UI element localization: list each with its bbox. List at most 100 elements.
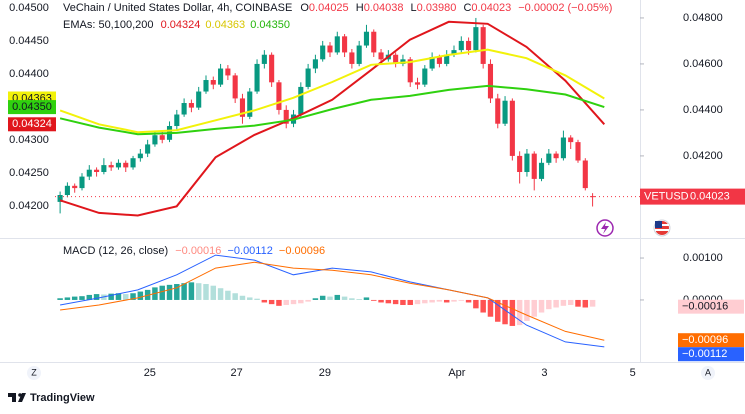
icon-bolt[interactable] [601, 222, 609, 234]
candle-body [196, 91, 202, 108]
ema-value: 0.04363 [205, 19, 245, 31]
candle-body [181, 103, 187, 115]
candle-body [327, 45, 333, 53]
candle-body [174, 114, 180, 127]
flag-stripe[interactable] [655, 229, 669, 231]
macd-histogram-bar [57, 298, 63, 300]
macd-histogram-bar [232, 293, 238, 300]
candle-body [466, 40, 472, 51]
ohlc-value: 0.03980 [417, 2, 457, 14]
candle-body [283, 109, 289, 124]
candle-body [356, 45, 362, 64]
macd-histogram-bar [465, 299, 472, 303]
candle-body [342, 36, 348, 53]
macd-histogram-bar [283, 299, 289, 305]
candle-body [145, 144, 151, 154]
x-tick-label: 25 [144, 367, 156, 379]
icon-ring[interactable] [596, 219, 614, 237]
candle-body [64, 185, 70, 195]
macd-histogram-bar [86, 294, 93, 300]
x-tick-label: 3 [541, 367, 547, 379]
macd-histogram-bar [516, 299, 523, 326]
candle-body [86, 169, 92, 177]
macd-title: MACD (12, 26, close) [63, 245, 168, 257]
flag-canton[interactable] [655, 221, 662, 228]
macd-histogram-bar [538, 299, 545, 313]
macd-histogram-bar [137, 291, 144, 300]
ema-legend: EMAs: 50,100,200 [63, 19, 154, 31]
ema-label-box [8, 100, 56, 115]
macd-histogram-bar [392, 299, 399, 305]
auto-scale-button[interactable] [701, 366, 715, 380]
candle-body [115, 162, 122, 168]
symbol-title: VeChain / United States Dollar, 4h, COIN… [63, 2, 292, 14]
candle-body [531, 153, 537, 179]
macd-histogram-bar [327, 296, 333, 300]
macd-histogram-bar [79, 296, 85, 300]
x-tick-label: Apr [448, 367, 465, 379]
left-tick-label: 0.04200 [9, 200, 49, 212]
ohlc-key: H [356, 2, 364, 14]
header-row: VeChain / United States Dollar, 4h, COIN… [63, 2, 612, 14]
candle-body [480, 27, 486, 64]
x-tick-label: 5 [630, 367, 636, 379]
candle-body [517, 155, 523, 173]
ema-line [59, 20, 606, 217]
auto-scale-icon[interactable]: A [705, 367, 711, 377]
flag-icon[interactable] [653, 219, 671, 237]
candle-body [371, 31, 377, 53]
macd-histogram-bar [575, 299, 581, 307]
candle-body [254, 63, 260, 92]
macd-line [60, 261, 605, 341]
macd-histogram-bar [429, 299, 435, 303]
timezone-button[interactable] [27, 366, 41, 380]
macd-histogram-bar [458, 299, 465, 301]
logo-dot [18, 393, 22, 397]
candle-body [137, 153, 143, 159]
candle-body [444, 54, 450, 64]
ema-legend-row: EMAs: 50,100,200 0.04324 0.04363 0.04350 [63, 19, 290, 31]
candle-body [378, 52, 384, 60]
macd-histogram-bar [305, 299, 311, 302]
macd-histogram-bar [181, 283, 187, 300]
x-tick-label: 27 [231, 367, 243, 379]
candle-body [458, 40, 464, 51]
y-tick-label: 0.04800 [683, 12, 723, 24]
brand-name: TradingView [30, 392, 95, 404]
indicator-icon[interactable] [596, 219, 614, 237]
candle-body [473, 27, 479, 51]
candle-body [422, 68, 428, 85]
candle-body [546, 153, 552, 163]
macd-label-box [678, 333, 744, 348]
macd-histogram-bar [312, 298, 319, 300]
macd-histogram-bar [159, 285, 165, 300]
macd-label: −0.00096 [682, 334, 728, 346]
candle-body [568, 137, 574, 143]
macd-histogram-bar [407, 299, 413, 305]
candle-body [269, 54, 275, 83]
ohlc-key: O [300, 2, 309, 14]
macd-histogram-bar [589, 299, 596, 307]
left-tick-label: 0.04450 [9, 35, 49, 47]
macd-histogram-bar [225, 290, 231, 300]
ema-value: 0.04350 [250, 19, 290, 31]
macd-line [60, 254, 605, 348]
timezone-icon[interactable]: Z [31, 367, 37, 377]
candle-body [363, 31, 370, 46]
macd-label: −0.00016 [682, 301, 728, 313]
candle-body [320, 45, 326, 60]
candle-body [232, 75, 238, 99]
left-tick-label: 0.04400 [9, 68, 49, 80]
macd-histogram-bar [363, 297, 370, 300]
candle-body [407, 59, 413, 83]
macd-histogram-bar [115, 293, 122, 300]
macd-histogram-bar [567, 299, 574, 305]
left-tick-label: 0.04500 [9, 2, 49, 14]
macd-histogram-bar [349, 298, 355, 300]
candle-body [94, 169, 100, 173]
candle-body [349, 52, 355, 64]
last-price-box [640, 188, 745, 205]
macd-value: −0.00016 [175, 245, 221, 257]
candle-body [276, 82, 282, 110]
macd-histogram-bar [188, 282, 195, 300]
